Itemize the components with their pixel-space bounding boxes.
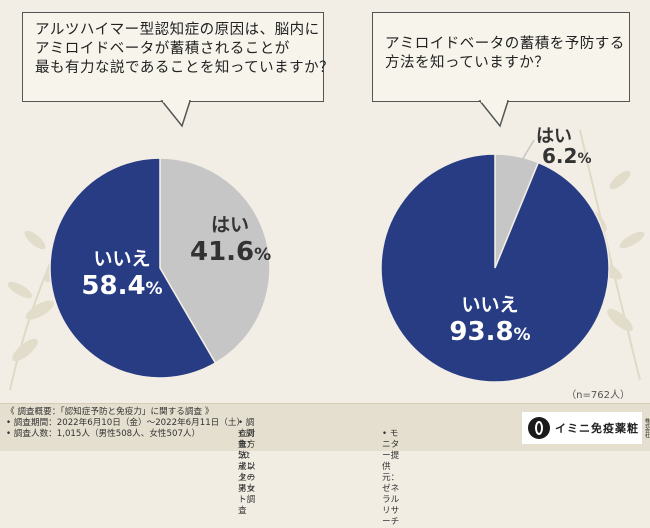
pie-1-no-value: 58.4 — [81, 271, 146, 301]
pie-1-slice-no — [49, 157, 217, 379]
question-2-bubble: アミロイドベータの蓄積を予防する 方法を知っていますか？ — [372, 12, 630, 102]
question-2-line-2: 方法を知っていますか？ — [385, 55, 550, 71]
survey-details: 《 調査概要：「認知症予防と免疫力」に関する調査 》 • 調査期間：2022年6… — [6, 407, 399, 527]
question-2-tail — [478, 100, 510, 128]
question-1-line-2: アミロイドベータが蓄積されることが — [35, 41, 290, 57]
survey-monitor: • モニター提供元：ゼネラルリサーチ — [382, 429, 400, 527]
pie-1-no-label: いいえ 58.4% — [72, 248, 172, 301]
brand-logo-icon — [528, 417, 550, 439]
pie-charts — [49, 153, 610, 383]
pie-2-no-value: 93.8 — [449, 317, 514, 347]
pie-1-yes-label: はい 41.6% — [190, 214, 272, 267]
survey-footer: 《 調査概要：「認知症予防と免疫力」に関する調査 》 • 調査期間：2022年6… — [0, 403, 650, 527]
chart-area: アルツハイマー型認知症の原因は、脳内に アミロイドベータが蓄積されることが 最も… — [7, 12, 645, 401]
survey-method: • 調査方法：インターネット調査 — [238, 429, 256, 516]
survey-period: • 調査期間：2022年6月10日（金）〜2022年6月11日（土） — [6, 418, 246, 428]
survey-heading: 《 調査概要：「認知症予防と免疫力」に関する調査 》 — [6, 407, 214, 417]
brand-logo-box: イミニ免疫薬粧 株式会社 — [522, 412, 650, 444]
brand-company-type: 株式会社 — [644, 418, 650, 438]
sample-size-note: （n=762人） — [566, 390, 630, 401]
survey-respondents: • 調査人数：1,015人（男性508人、女性507人） — [6, 429, 201, 439]
pie-1-yes-value: 41.6 — [190, 237, 255, 267]
pie-1-yes-name: はい — [210, 214, 249, 236]
pie-2-yes-name: はい — [536, 126, 572, 147]
pie-2-yes-leader-line — [515, 139, 535, 171]
pie-2-yes-value: 6.2 — [542, 144, 578, 168]
pie-2-yes-label: はい 6.2% — [536, 126, 592, 168]
pie-2-no-label: いいえ 93.8% — [440, 294, 540, 347]
question-1-line-3: 最も有力な説であることを知っていますか？ — [35, 60, 335, 76]
pie-2-slice-no — [380, 153, 610, 383]
pie-2-no-name: いいえ — [461, 294, 519, 316]
pie-1-slice-yes — [159, 157, 271, 365]
brand-name: イミニ免疫薬粧 — [555, 422, 639, 435]
question-1-tail — [160, 100, 192, 128]
pie-1-no-name: いいえ — [93, 248, 151, 270]
question-2-line-1: アミロイドベータの蓄積を予防する — [385, 36, 625, 52]
question-1-bubble: アルツハイマー型認知症の原因は、脳内に アミロイドベータが蓄積されることが 最も… — [22, 12, 335, 102]
question-1-line-1: アルツハイマー型認知症の原因は、脳内に — [35, 22, 320, 38]
